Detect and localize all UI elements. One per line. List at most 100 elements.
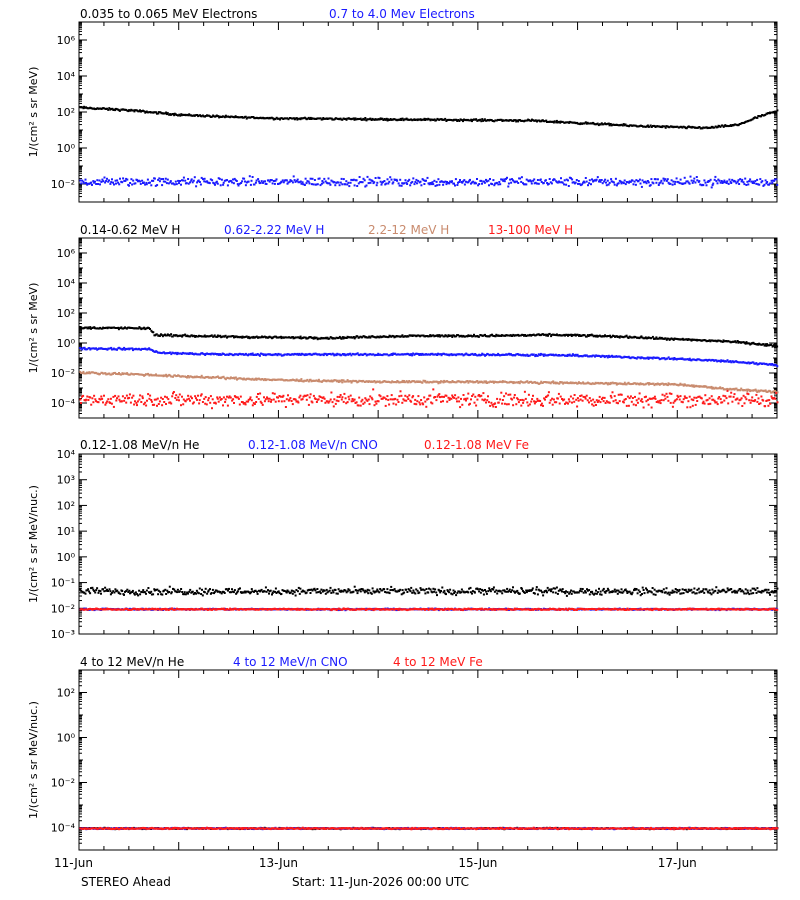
data-point [298,379,301,382]
data-point [304,394,307,397]
data-point [713,399,716,402]
data-point [450,381,452,384]
data-point [145,181,148,184]
legend-entry: 2.2-12 MeV H [368,223,449,237]
data-point [630,400,633,403]
data-point [118,109,121,112]
data-point [372,353,375,356]
data-point [409,184,412,187]
data-point [110,346,113,349]
data-point [198,353,201,356]
data-point [406,183,409,185]
data-point [695,384,698,387]
data-point [199,183,202,186]
data-point [658,182,661,185]
data-point [690,179,693,182]
data-point [470,398,472,401]
data-point [616,355,619,358]
data-point [569,395,572,398]
data-point [541,382,544,384]
data-point [558,354,561,357]
data-point [92,371,94,374]
data-point [434,396,436,398]
data-point [540,402,543,405]
y-tick-label: 10⁴ [57,277,76,290]
data-point [728,178,731,181]
data-point [585,180,588,183]
data-point [172,392,174,395]
data-point [753,182,756,185]
data-point [638,383,641,386]
data-point [382,180,385,183]
data-point [231,399,234,402]
data-point [751,342,754,345]
y-axis-label: 1/(cm² s sr MeV/nuc.) [27,485,40,603]
data-point [762,343,765,346]
data-point [267,353,270,356]
data-point [584,177,587,179]
data-point [107,326,109,329]
data-point [731,388,734,391]
data-point [509,178,512,181]
data-point [231,115,234,118]
data-point [577,382,579,385]
data-point [301,380,304,383]
data-point [255,395,258,398]
data-point [749,343,752,346]
data-point [631,336,634,339]
data-point [496,381,498,384]
data-point [559,354,562,357]
data-point [716,126,719,129]
data-point [528,119,531,122]
data-point [315,379,318,382]
data-point [449,353,451,356]
data-point [679,178,682,181]
data-point [108,179,110,182]
data-point [547,394,550,397]
data-point [391,380,394,383]
data-point [224,334,227,337]
data-point [322,379,325,382]
data-point [126,372,129,375]
data-point [117,181,120,184]
data-point [588,179,591,182]
data-point [412,177,415,180]
data-point [746,362,749,365]
data-point [770,395,773,398]
data-point [300,398,303,401]
data-point [776,401,779,404]
data-point [685,358,688,361]
data-point [739,123,742,125]
data-point [441,180,444,183]
legend-entry: 0.14-0.62 MeV H [80,223,180,237]
data-point [335,117,338,120]
data-point [150,399,153,401]
data-point [451,394,454,397]
data-point [529,333,531,336]
data-point [353,337,356,340]
data-point [677,396,680,398]
data-point [745,184,748,186]
data-point [181,335,184,338]
data-point [362,402,365,405]
data-point [622,336,625,339]
data-point [592,398,595,401]
data-point [109,402,112,404]
data-point [725,360,728,363]
data-point [106,107,109,110]
data-point [775,392,778,395]
data-point [185,335,188,338]
data-point [172,375,174,378]
data-point [180,183,182,186]
data-point [741,178,744,181]
data-point [481,182,483,185]
data-point [731,400,734,403]
data-point [137,179,140,182]
data-point [267,378,270,381]
data-point [606,122,609,125]
data-point [390,118,393,121]
data-point [618,179,621,182]
data-point [426,353,429,356]
data-point [401,182,404,185]
data-point [690,384,693,387]
